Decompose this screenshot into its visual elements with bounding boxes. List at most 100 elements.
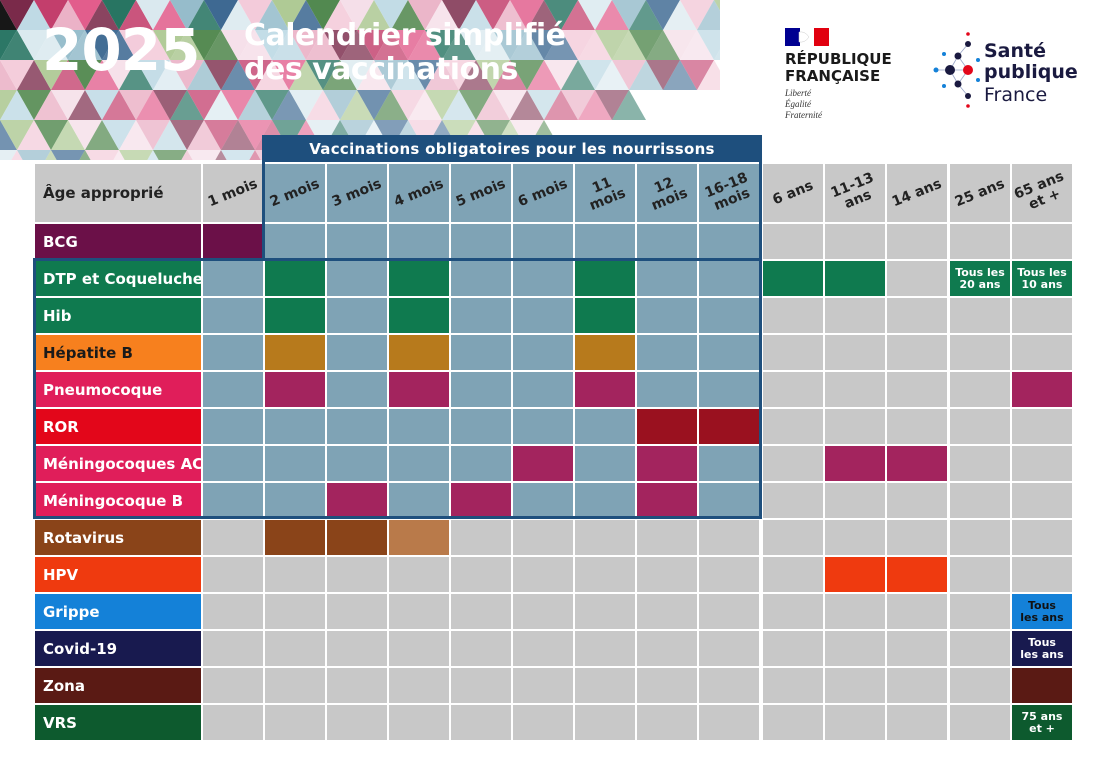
- schedule-cell: [950, 594, 1010, 629]
- republique-name-line2: FRANÇAISE: [785, 67, 881, 85]
- schedule-cell: [825, 483, 885, 518]
- schedule-cell: [203, 668, 263, 703]
- network-dots-icon: [933, 32, 980, 108]
- dose-cell: [513, 446, 573, 481]
- dose-cell: [575, 335, 635, 370]
- vaccine-label-meningocoques-acwy: Méningocoques ACWY: [35, 446, 231, 481]
- schedule-cell: [575, 705, 635, 740]
- schedule-cell: [887, 705, 947, 740]
- dose-note-cell: Tous les ans: [1012, 594, 1072, 629]
- age-header-2-mois: 2 mois: [265, 164, 325, 222]
- schedule-cell: [575, 446, 635, 481]
- schedule-cell: [451, 557, 511, 592]
- age-header-16-18-mois: 16-18 mois: [699, 164, 759, 222]
- schedule-cell: [637, 557, 697, 592]
- schedule-cell: [950, 520, 1010, 555]
- schedule-cell: [887, 594, 947, 629]
- vaccine-label-bcg: BCG: [35, 224, 201, 259]
- schedule-cell: [575, 557, 635, 592]
- schedule-cell: [699, 298, 759, 333]
- schedule-cell: [389, 705, 449, 740]
- schedule-cell: [575, 409, 635, 444]
- schedule-cell: [265, 668, 325, 703]
- schedule-cell: [389, 483, 449, 518]
- schedule-cell: [887, 409, 947, 444]
- vaccine-label-vrs: VRS: [35, 705, 201, 740]
- age-header-4-mois: 4 mois: [389, 164, 449, 222]
- dose-cell: [887, 446, 947, 481]
- dose-cell: [389, 298, 449, 333]
- schedule-cell: [825, 668, 885, 703]
- dose-cell: [887, 557, 947, 592]
- schedule-cell: [513, 335, 573, 370]
- schedule-cell: [763, 446, 823, 481]
- vaccine-label-hib: Hib: [35, 298, 201, 333]
- schedule-cell: [327, 224, 387, 259]
- schedule-cell: [327, 631, 387, 666]
- schedule-cell: [950, 446, 1010, 481]
- schedule-cell: [763, 631, 823, 666]
- schedule-cell: [763, 520, 823, 555]
- spf-line3: France: [984, 84, 1048, 106]
- schedule-cell: [265, 705, 325, 740]
- dose-cell: [1012, 668, 1072, 703]
- vaccine-label-hpv: HPV: [35, 557, 201, 592]
- schedule-cell: [950, 483, 1010, 518]
- vaccine-label-pneumocoque: Pneumocoque: [35, 372, 201, 407]
- age-label: 11-13 ans: [828, 169, 876, 213]
- vaccine-label-dtp-et-coqueluche: DTP et Coqueluche: [35, 261, 203, 296]
- schedule-cell: [763, 372, 823, 407]
- schedule-cell: [451, 594, 511, 629]
- schedule-cell: [575, 483, 635, 518]
- schedule-cell: [699, 631, 759, 666]
- mandatory-vaccinations-label: Vaccinations obligatoires pour les nourr…: [264, 136, 760, 162]
- schedule-cell: [699, 557, 759, 592]
- page-title-line2: des vaccinations: [244, 52, 518, 87]
- schedule-cell: [699, 261, 759, 296]
- schedule-cell: [513, 298, 573, 333]
- schedule-cell: [203, 594, 263, 629]
- dose-cell: [327, 520, 387, 555]
- schedule-cell: [1012, 409, 1072, 444]
- schedule-cell: [513, 224, 573, 259]
- schedule-cell: [513, 705, 573, 740]
- motto-fraternite: Fraternité: [785, 110, 822, 120]
- schedule-cell: [389, 446, 449, 481]
- schedule-cell: [203, 631, 263, 666]
- schedule-cell: [887, 224, 947, 259]
- schedule-cell: [327, 446, 387, 481]
- schedule-cell: [637, 372, 697, 407]
- schedule-cell: [887, 261, 947, 296]
- schedule-cell: [637, 594, 697, 629]
- schedule-cell: [637, 224, 697, 259]
- schedule-cell: [265, 409, 325, 444]
- schedule-cell: [1012, 224, 1072, 259]
- schedule-cell: [203, 557, 263, 592]
- schedule-cell: [763, 335, 823, 370]
- schedule-cell: [825, 520, 885, 555]
- schedule-cell: [451, 668, 511, 703]
- dose-note-cell: Tous les 20 ans: [950, 261, 1010, 296]
- sante-publique-france-logo: Santé publique France: [928, 30, 1088, 120]
- schedule-cell: [203, 705, 263, 740]
- schedule-cell: [265, 446, 325, 481]
- dose-cell: [265, 298, 325, 333]
- schedule-cell: [575, 594, 635, 629]
- dose-cell: [575, 261, 635, 296]
- schedule-cell: [389, 224, 449, 259]
- schedule-cell: [763, 483, 823, 518]
- age-header-25-ans: 25 ans: [950, 164, 1010, 222]
- age-header-65-ans-et: 65 ans et +: [1012, 164, 1072, 222]
- age-header-6-ans: 6 ans: [763, 164, 823, 222]
- schedule-cell: [825, 335, 885, 370]
- schedule-cell: [265, 557, 325, 592]
- vaccine-label-meningocoque-b: Méningocoque B: [35, 483, 201, 518]
- schedule-cell: [699, 705, 759, 740]
- republique-name-line1: RÉPUBLIQUE: [785, 50, 892, 68]
- vaccine-label-ror: ROR: [35, 409, 201, 444]
- schedule-cell: [1012, 557, 1072, 592]
- age-header-6-mois: 6 mois: [513, 164, 573, 222]
- schedule-cell: [513, 409, 573, 444]
- schedule-cell: [327, 557, 387, 592]
- schedule-cell: [699, 446, 759, 481]
